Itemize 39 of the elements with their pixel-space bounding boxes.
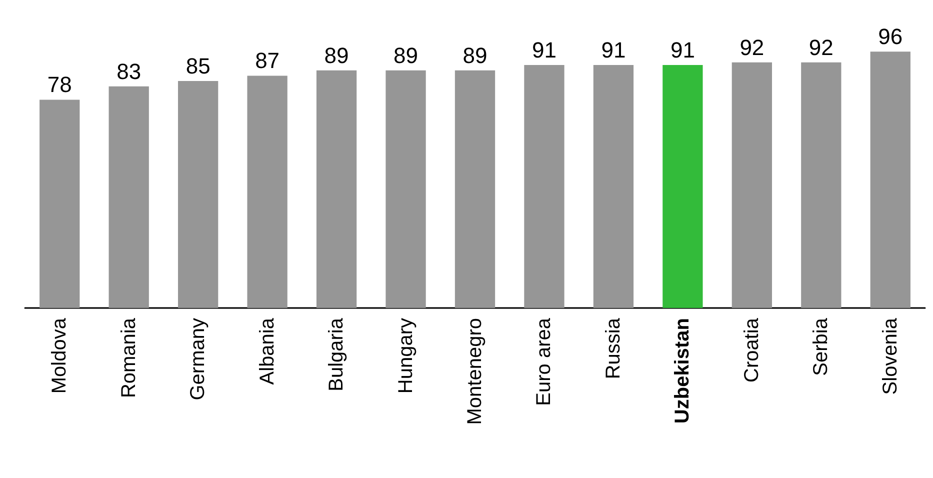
data-label: 91 [670, 38, 695, 63]
x-tick-label: Uzbekistan [672, 318, 694, 424]
bar [454, 70, 496, 308]
x-tick-label: Euro area [533, 317, 556, 406]
data-label: 85 [186, 54, 210, 79]
data-label: 96 [878, 24, 903, 50]
bar [247, 76, 288, 308]
bar [801, 62, 842, 308]
x-tick-label: Croatia [740, 317, 763, 382]
data-label: 92 [808, 34, 834, 60]
data-label: 91 [532, 38, 556, 63]
x-tick-label: Hungary [394, 318, 417, 394]
bar [316, 70, 357, 308]
data-label: 89 [324, 42, 349, 68]
data-label: 87 [255, 48, 280, 74]
data-label: 91 [601, 38, 626, 63]
bar [40, 100, 80, 308]
bar [662, 65, 703, 308]
x-tick-label: Russia [602, 317, 624, 380]
data-label: 78 [47, 72, 72, 98]
x-tick-label: Bulgaria [326, 317, 348, 392]
x-tick-label: Germany [187, 318, 210, 400]
bar [870, 52, 910, 308]
x-tick-label: Romania [118, 317, 140, 398]
data-label: 92 [740, 34, 764, 60]
bar [593, 65, 634, 308]
x-tick-label: Albania [256, 317, 278, 385]
x-tick-label: Montenegro [464, 318, 486, 425]
data-label: 83 [116, 58, 142, 84]
data-label: 89 [394, 42, 418, 68]
bar [524, 65, 564, 308]
bar [178, 81, 218, 308]
x-tick-label: Slovenia [879, 317, 902, 395]
bar [386, 70, 426, 308]
data-label: 89 [462, 42, 488, 68]
bar [108, 86, 149, 308]
x-tick-label: Serbia [810, 317, 832, 376]
bar [732, 62, 772, 308]
x-tick-label: Moldova [48, 317, 71, 394]
